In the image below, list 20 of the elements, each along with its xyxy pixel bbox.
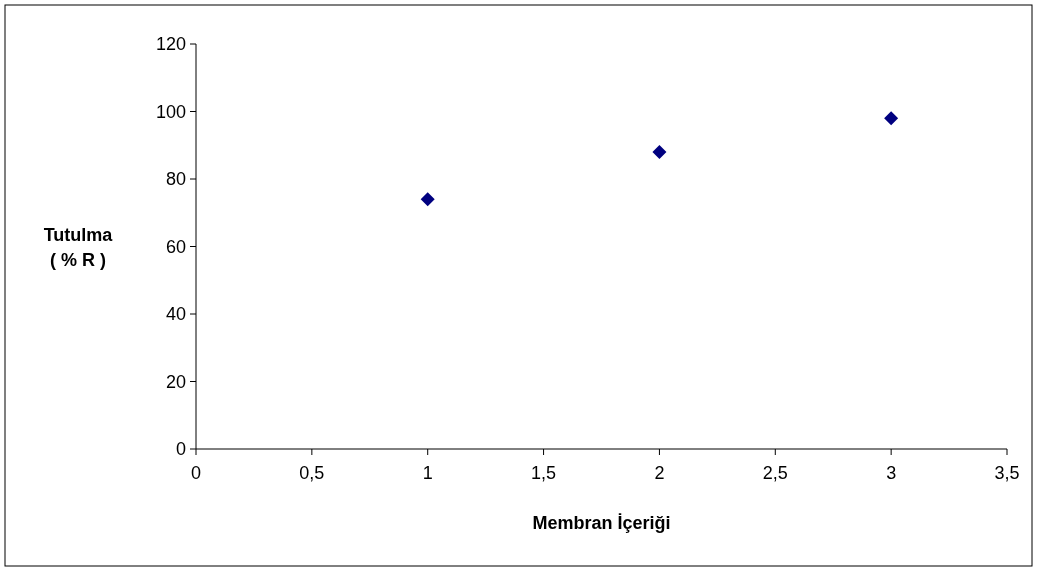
x-tick-label: 3,5	[994, 463, 1020, 483]
x-tick-label: 3	[886, 463, 897, 483]
y-tick-label: 120	[155, 34, 186, 55]
point	[652, 145, 667, 159]
x-tick-label: 0,5	[299, 463, 325, 483]
y-tick-label: 60	[165, 236, 186, 257]
x-axis-title: Membran İçeriği	[532, 513, 671, 533]
y-tick-label: 100	[155, 101, 186, 122]
x-tick-label: 2	[654, 463, 665, 483]
x-tick-label: 0	[190, 463, 202, 483]
x-tick-label: 1,5	[531, 463, 557, 483]
point	[420, 192, 435, 207]
y-tick-label: 40	[165, 304, 186, 325]
y-axis-title: Tutulma ( % R )	[43, 224, 114, 270]
x-tick-label: 1	[422, 463, 433, 483]
y-tick-label: 80	[165, 169, 186, 190]
x-tick-label: 2,5	[762, 463, 788, 483]
y-tick-label: 0	[175, 439, 186, 460]
y-tick-label: 20	[165, 371, 186, 392]
point	[884, 111, 899, 126]
